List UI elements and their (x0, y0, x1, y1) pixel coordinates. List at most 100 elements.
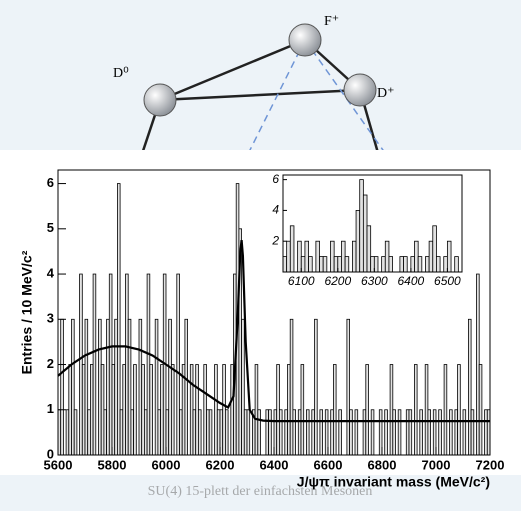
histogram-bar (370, 256, 375, 273)
histogram-bar (265, 409, 269, 456)
histogram-bar (189, 364, 194, 456)
node (143, 83, 177, 117)
histogram-bar (467, 318, 472, 456)
node (288, 23, 322, 57)
histogram-bar (432, 225, 437, 273)
histogram-bar (408, 409, 413, 456)
histogram-bar (100, 364, 105, 456)
histogram-bar (138, 318, 143, 456)
histogram-bar (454, 256, 459, 273)
histogram-bar (268, 409, 272, 456)
edge (244, 39, 306, 161)
fit-curve (57, 239, 490, 423)
histogram-bar (384, 409, 388, 456)
histogram-bar (114, 318, 118, 456)
histogram-bar (160, 364, 164, 456)
histogram-bar (332, 364, 337, 456)
histogram-bar (292, 409, 296, 456)
histogram-bar (397, 409, 402, 456)
histogram-bar (79, 273, 83, 456)
histogram-bar (319, 256, 324, 273)
histogram-bar (405, 409, 410, 456)
node-label: F⁺ (324, 14, 339, 29)
histogram-bar (319, 409, 323, 456)
histogram-bar (257, 409, 261, 456)
histogram-bar (443, 364, 448, 456)
histogram-bar (392, 409, 396, 456)
histogram-bar (381, 256, 386, 273)
histogram-bar (337, 256, 342, 273)
histogram-bar (330, 240, 335, 273)
histogram-bar (179, 409, 183, 456)
histogram-bar (289, 225, 295, 273)
y-tick-label: 5 (47, 220, 54, 235)
histogram-bar (419, 409, 423, 456)
x-tick-label: 7000 (422, 457, 451, 472)
histogram-bar (90, 364, 94, 456)
histogram-bar (68, 364, 72, 456)
histogram-bar (122, 364, 126, 456)
histogram-bar (308, 256, 313, 273)
histogram-bar (71, 318, 75, 456)
histogram-bar (119, 409, 124, 456)
x-tick-label: 6600 (314, 457, 343, 472)
histogram-bar (346, 318, 350, 456)
x-tick-label: 7200 (476, 457, 505, 472)
x-tick-label: 6400 (260, 457, 289, 472)
histogram-bar (388, 256, 393, 273)
caption: SU(4) 15-plett der einfachsten Mesonen (148, 484, 373, 499)
y-tick-label: 4 (272, 203, 279, 217)
histogram-bar (384, 240, 390, 273)
y-tick-label: 2 (47, 356, 54, 371)
histogram-bar (305, 409, 310, 456)
histogram-bar (65, 409, 70, 456)
histogram-bar (315, 240, 320, 273)
x-tick-label: 6500 (434, 274, 461, 288)
chart: 5600 5800 6000 6200 6400 6600 6800 7000 7200 0 1 2 3… (19, 169, 505, 490)
node-label: D⁰ (113, 66, 129, 81)
histogram-bar (108, 273, 113, 456)
histogram-bar (276, 364, 280, 456)
histogram-bar (341, 240, 346, 273)
histogram-bar (117, 183, 121, 456)
x-tick-label: 5800 (98, 457, 127, 472)
histogram-bar (365, 364, 369, 456)
histogram-bar (349, 409, 353, 456)
histogram-bar (106, 318, 110, 456)
x-tick-label: 6800 (368, 457, 397, 472)
histogram-bar (130, 409, 134, 456)
histogram-bar (359, 179, 364, 273)
y-tick-label: 6 (272, 172, 279, 186)
histogram-bar (289, 318, 294, 456)
histogram-bar (241, 318, 245, 456)
histogram-bar (470, 409, 475, 456)
histogram-bar (300, 256, 306, 273)
histogram-bar (197, 409, 202, 456)
histogram-bar (322, 256, 328, 273)
histogram-bar (462, 409, 467, 456)
histogram-bar (476, 273, 480, 456)
histogram-bar (338, 409, 342, 456)
histogram-bar (478, 364, 483, 456)
histogram-bar (206, 409, 210, 456)
y-axis-label: Entries / 10 MeV/c² (19, 250, 35, 374)
x-tick-label: 6200 (324, 274, 351, 288)
plot-frame (282, 174, 463, 273)
x-tick-label: 6200 (206, 457, 235, 472)
histogram-bar (399, 256, 404, 273)
x-tick-label: 6100 (288, 274, 315, 288)
histogram-bar (125, 273, 129, 456)
histogram-bar (168, 318, 172, 456)
node (343, 73, 377, 107)
histogram-bar (443, 256, 448, 273)
histogram-bar (333, 256, 339, 273)
histogram-bar (203, 364, 207, 456)
histogram-bar (424, 364, 429, 456)
histogram-bar (133, 364, 137, 456)
histogram-bar (184, 318, 188, 456)
histogram-bar (427, 409, 431, 456)
edge (159, 38, 306, 102)
y-tick-label: 1 (47, 401, 54, 416)
histogram-bar (370, 409, 375, 456)
